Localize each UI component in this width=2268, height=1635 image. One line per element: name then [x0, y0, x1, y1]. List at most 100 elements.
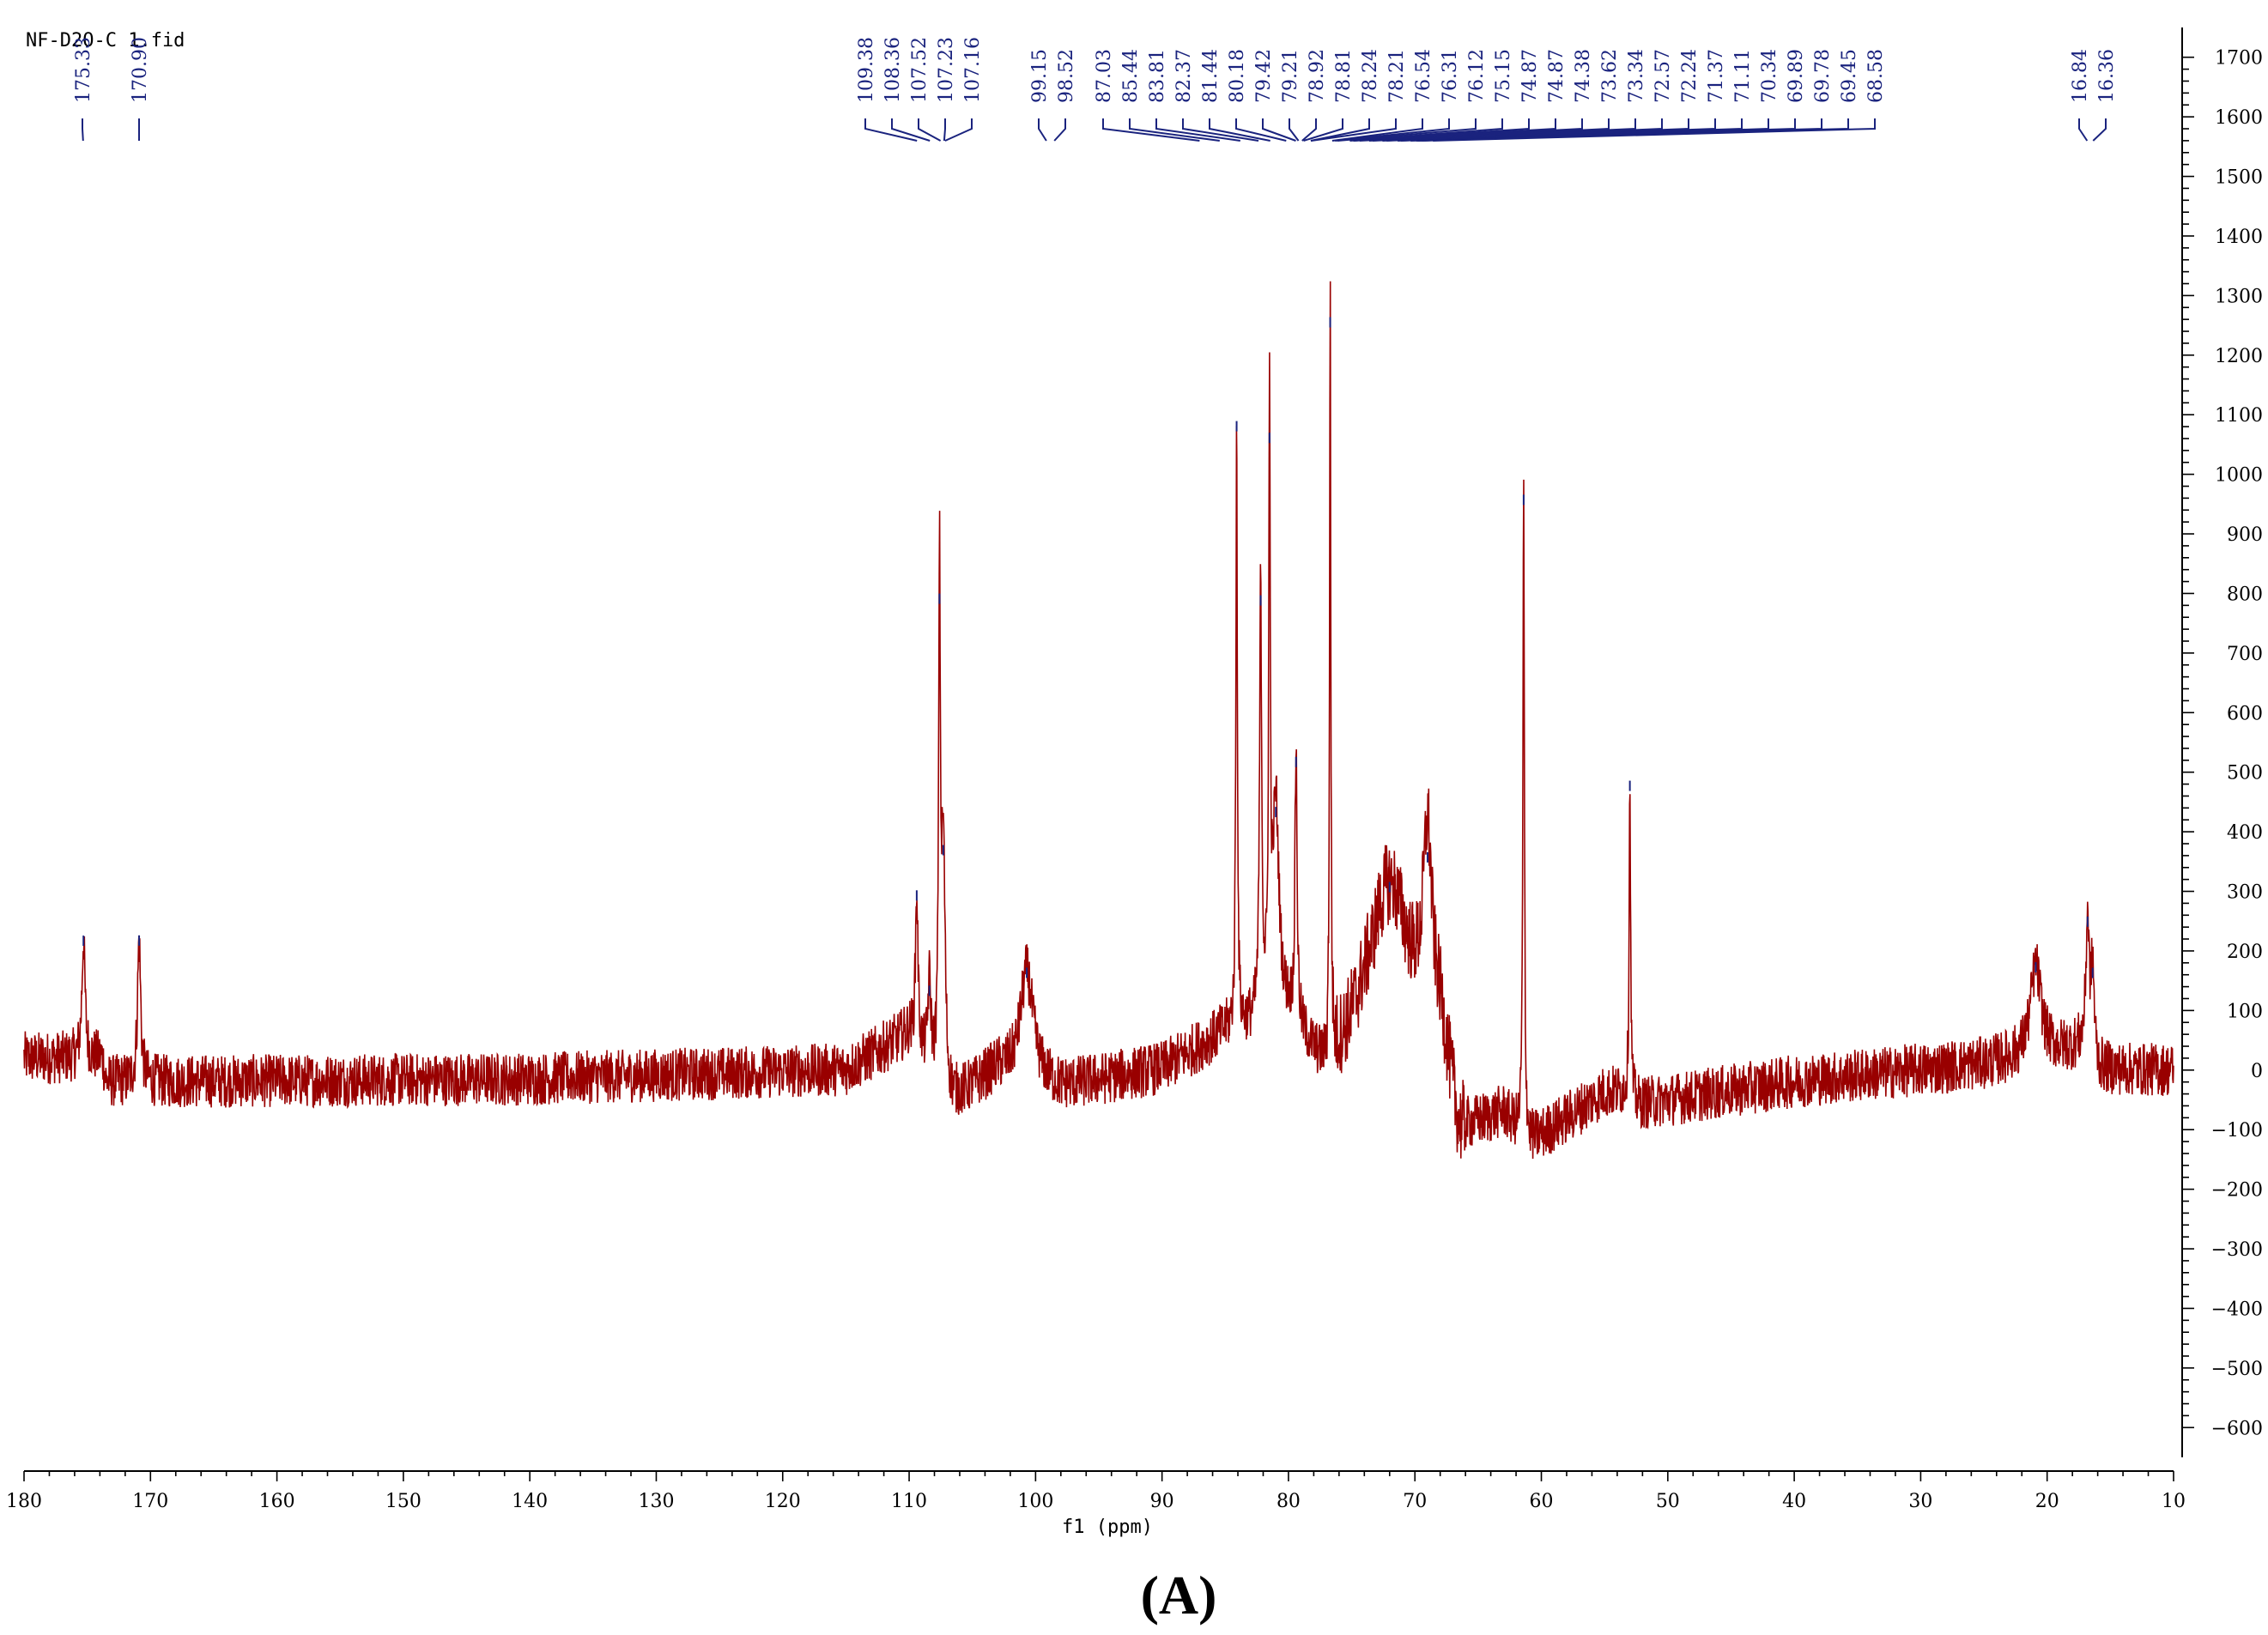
x-tick-label: 130 [638, 1491, 674, 1512]
x-axis-label: f1 (ppm) [1062, 1517, 1153, 1538]
peak-label: 80.18 [1227, 49, 1248, 103]
y-tick-label: −600 [2211, 1418, 2263, 1439]
y-tick-label: 1200 [2215, 346, 2263, 367]
x-tick-label: 140 [512, 1491, 548, 1512]
x-tick-label: 50 [1656, 1491, 1680, 1512]
x-axis-ticks: 180 170 160 150 140 130 120 110 100 90 80 70 60 50 40 3… [6, 1471, 2186, 1512]
x-tick-label: 100 [1017, 1491, 1053, 1512]
file-name-label: NF-D2O-C 1.fid [26, 30, 185, 51]
peak-label: 76.12 [1466, 49, 1488, 103]
x-tick-label: 90 [1150, 1491, 1174, 1512]
peak-connector [1310, 118, 1370, 142]
peak-label: 73.34 [1626, 49, 1647, 103]
peak-label: 82.37 [1173, 49, 1195, 103]
peak-label: 83.81 [1147, 49, 1168, 103]
spectrum-line [23, 281, 2174, 1160]
peak-label: 69.89 [1786, 49, 1807, 103]
peak-label: 72.57 [1652, 49, 1674, 103]
peak-connector [1053, 118, 1066, 142]
x-tick-label: 170 [132, 1491, 168, 1512]
peak-label: 69.78 [1812, 49, 1834, 103]
x-tick-label: 60 [1530, 1491, 1554, 1512]
peak-connector [2092, 118, 2107, 142]
peak-connector [82, 118, 84, 142]
x-tick-label: 150 [385, 1491, 421, 1512]
y-tick-label: 1300 [2215, 286, 2263, 307]
y-tick-label: −200 [2211, 1180, 2263, 1202]
peak-label: 99.15 [1029, 49, 1051, 103]
peak-label: 107.23 [936, 37, 957, 103]
x-tick-label: 30 [1908, 1491, 1932, 1512]
x-tick-label: 110 [891, 1491, 927, 1512]
x-tick-label: 160 [259, 1491, 295, 1512]
peak-connector [891, 118, 931, 142]
peak-connector [1102, 118, 1200, 142]
peak-label: 16.36 [2096, 49, 2118, 103]
peak-label: 79.21 [1280, 49, 1301, 103]
peak-label: 170.90 [130, 37, 151, 103]
peak-connector [1209, 118, 1270, 142]
y-tick-label: 200 [2227, 942, 2263, 963]
x-tick-label: 180 [6, 1491, 42, 1512]
peak-label: 78.81 [1333, 49, 1355, 103]
peak-connector [2078, 118, 2089, 142]
peak-label: 109.38 [856, 37, 877, 103]
peak-label: 81.44 [1200, 49, 1222, 103]
peak-label: 107.52 [909, 37, 931, 103]
y-tick-label: 1000 [2215, 465, 2263, 487]
y-tick-label: 1500 [2215, 167, 2263, 189]
peak-label: 76.54 [1413, 49, 1434, 103]
figure-caption: (A) [1141, 1565, 1217, 1626]
y-tick-label: 700 [2227, 644, 2263, 665]
peak-label: 87.03 [1094, 49, 1115, 103]
y-tick-label: 400 [2227, 822, 2263, 844]
y-tick-label: 500 [2227, 763, 2263, 784]
y-tick-label: 1600 [2215, 107, 2263, 129]
peak-connector [918, 118, 942, 142]
peak-label: 69.45 [1839, 49, 1860, 103]
peak-label: 71.37 [1706, 49, 1727, 103]
peak-connector [1038, 118, 1047, 142]
peak-connector [1311, 118, 1397, 142]
peak-label: 74.87 [1546, 49, 1568, 103]
y-tick-label: 0 [2251, 1061, 2263, 1082]
peak-label: 98.52 [1056, 49, 1077, 103]
y-tick-label: 600 [2227, 703, 2263, 724]
peak-label: 78.21 [1386, 49, 1408, 103]
peak-label: 108.36 [882, 37, 904, 103]
y-axis-ticks: 1700160015001400130012001100100090080070… [2182, 48, 2263, 1439]
peak-label: 73.62 [1599, 49, 1621, 103]
peak-connector [1433, 118, 1876, 142]
x-tick-label: 20 [2035, 1491, 2059, 1512]
peak-connector [1129, 118, 1220, 142]
y-tick-label: 900 [2227, 524, 2263, 546]
x-tick-label: 40 [1782, 1491, 1806, 1512]
y-tick-label: 1400 [2215, 227, 2263, 248]
peak-label: 68.58 [1865, 49, 1887, 103]
peak-label: 16.84 [2070, 49, 2091, 103]
peak-connector [1335, 118, 1450, 142]
peak-connector [1182, 118, 1259, 142]
x-tick-label: 10 [2162, 1491, 2186, 1512]
peak-connector [1331, 118, 1423, 142]
peak-connector [1235, 118, 1287, 142]
x-tick-label: 80 [1277, 1491, 1301, 1512]
peak-label: 79.42 [1253, 49, 1275, 103]
peak-connector [1337, 118, 1477, 142]
peak-label: 72.24 [1679, 49, 1701, 103]
peak-connector [943, 118, 946, 142]
peak-label: 78.24 [1360, 49, 1381, 103]
peak-label: 107.16 [962, 37, 984, 103]
peak-connector [944, 118, 973, 142]
y-tick-label: −400 [2211, 1299, 2263, 1320]
peak-marker-group [82, 317, 2094, 996]
y-tick-label: 300 [2227, 882, 2263, 904]
y-tick-label: 1700 [2215, 48, 2263, 70]
x-tick-label: 70 [1403, 1491, 1427, 1512]
peak-label: 74.38 [1573, 49, 1594, 103]
peak-label: 74.87 [1519, 49, 1541, 103]
peak-label: 76.31 [1440, 49, 1461, 103]
y-tick-label: −100 [2211, 1120, 2263, 1141]
peak-connector [1289, 118, 1300, 142]
